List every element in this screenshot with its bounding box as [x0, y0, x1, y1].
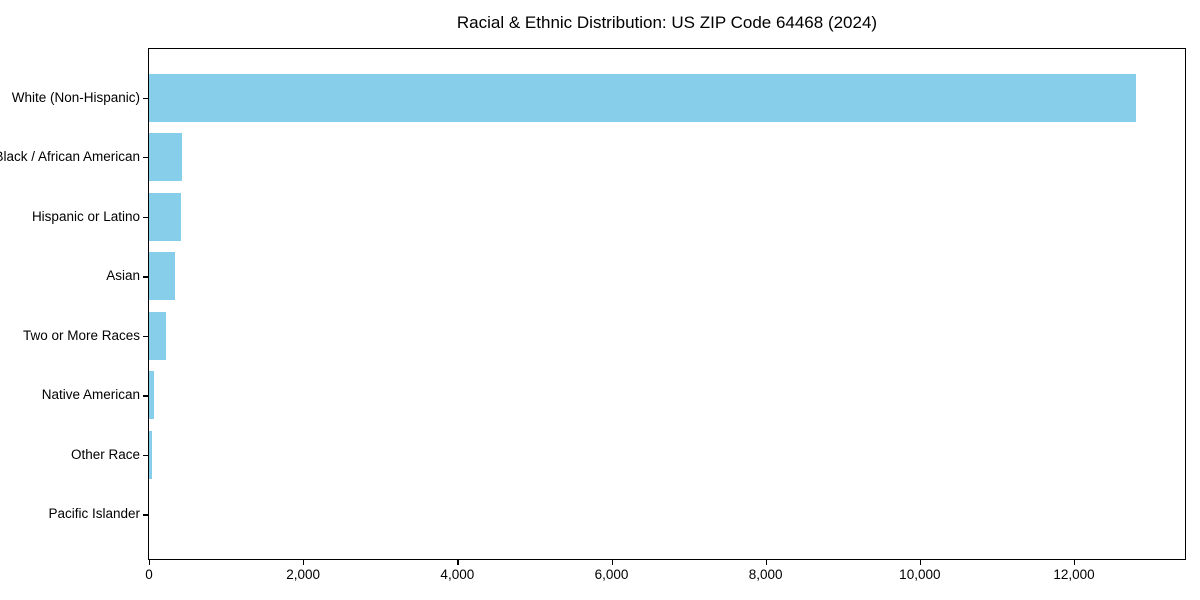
y-label-hispanic-or-latino: Hispanic or Latino [31, 208, 140, 224]
y-label-pacific-islander: Pacific Islander [48, 506, 140, 522]
bar-asian [149, 252, 175, 301]
x-label-2-000: 2,000 [286, 567, 321, 582]
x-label-8-000: 8,000 [748, 567, 783, 582]
bar-two-or-more-races [149, 311, 167, 360]
y-tick-asian [143, 276, 148, 278]
bar-black-african-american [149, 133, 182, 182]
x-tick-4-000 [457, 560, 459, 565]
x-label-10-000: 10,000 [899, 567, 941, 582]
x-tick-2-000 [303, 560, 305, 565]
x-tick-12-000 [1074, 560, 1076, 565]
x-tick-8-000 [765, 560, 767, 565]
y-tick-hispanic-or-latino [143, 216, 148, 218]
y-tick-other-race [143, 454, 148, 457]
y-tick-white-non-hispanic [143, 97, 148, 99]
y-tick-black-african-american [143, 157, 148, 159]
y-label-black-african-american: Black / African American [0, 149, 140, 165]
x-label-0: 0 [145, 567, 153, 582]
chart-title: Racial & Ethnic Distribution: US ZIP Cod… [456, 13, 878, 32]
x-label-4-000: 4,000 [440, 567, 475, 582]
y-label-white-non-hispanic: White (Non-Hispanic) [11, 89, 140, 105]
x-tick-10-000 [919, 560, 922, 565]
bar-native-american [149, 371, 154, 420]
y-tick-pacific-islander [143, 514, 148, 516]
x-label-6-000: 6,000 [594, 567, 629, 582]
x-label-12-000: 12,000 [1053, 567, 1095, 582]
x-tick-0 [149, 560, 151, 565]
bar-hispanic-or-latino [149, 192, 181, 241]
plot-area [148, 48, 1186, 560]
y-tick-native-american [143, 395, 148, 397]
y-label-asian: Asian [106, 268, 140, 284]
y-tick-two-or-more-races [143, 335, 148, 338]
bar-white-non-hispanic [149, 73, 1136, 122]
bar-other-race [149, 430, 153, 479]
y-label-native-american: Native American [41, 387, 140, 403]
y-label-other-race: Other Race [70, 446, 140, 462]
y-label-two-or-more-races: Two or More Races [22, 327, 140, 343]
x-tick-6-000 [611, 560, 613, 565]
